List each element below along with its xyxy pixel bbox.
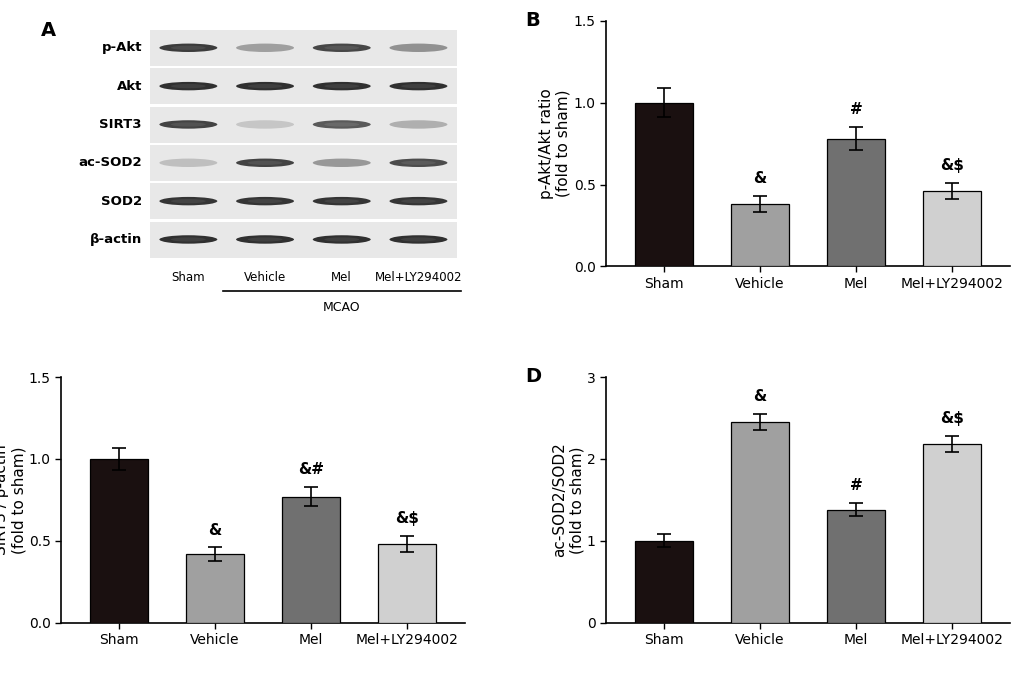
Ellipse shape bbox=[248, 161, 282, 165]
Ellipse shape bbox=[159, 197, 217, 206]
Bar bbox=[731, 204, 788, 266]
Y-axis label: SIRT3 / β-actin
(fold to sham): SIRT3 / β-actin (fold to sham) bbox=[0, 444, 25, 555]
Text: &#: &# bbox=[298, 462, 324, 477]
Text: p-Akt: p-Akt bbox=[101, 42, 142, 54]
Ellipse shape bbox=[389, 197, 447, 206]
Bar bbox=[378, 544, 435, 623]
Bar bbox=[635, 541, 692, 623]
Text: A: A bbox=[41, 21, 56, 39]
Text: Sham: Sham bbox=[171, 271, 205, 284]
Text: ac-SOD2: ac-SOD2 bbox=[78, 156, 142, 170]
Text: D: D bbox=[525, 367, 541, 386]
Text: #: # bbox=[849, 102, 861, 118]
Ellipse shape bbox=[313, 197, 370, 206]
Ellipse shape bbox=[171, 122, 206, 127]
Ellipse shape bbox=[324, 84, 359, 88]
Ellipse shape bbox=[159, 158, 217, 167]
Text: Mel: Mel bbox=[331, 271, 352, 284]
Text: &$: &$ bbox=[395, 511, 419, 526]
Ellipse shape bbox=[248, 237, 282, 242]
Ellipse shape bbox=[159, 44, 217, 52]
Bar bbox=[731, 422, 788, 623]
Y-axis label: ac-SOD2/SOD2
(fold to sham): ac-SOD2/SOD2 (fold to sham) bbox=[551, 443, 584, 557]
Text: &: & bbox=[753, 171, 766, 186]
Ellipse shape bbox=[389, 158, 447, 167]
Ellipse shape bbox=[324, 46, 359, 50]
Bar bbox=[826, 138, 884, 266]
Ellipse shape bbox=[235, 158, 293, 167]
Ellipse shape bbox=[248, 199, 282, 203]
Ellipse shape bbox=[400, 199, 435, 203]
Ellipse shape bbox=[313, 44, 370, 52]
Y-axis label: p-Akt/Akt ratio
(fold to sham): p-Akt/Akt ratio (fold to sham) bbox=[538, 89, 571, 199]
Ellipse shape bbox=[171, 199, 206, 203]
Ellipse shape bbox=[389, 82, 447, 91]
Bar bbox=[635, 102, 692, 266]
Ellipse shape bbox=[313, 158, 370, 167]
Ellipse shape bbox=[324, 122, 359, 127]
Ellipse shape bbox=[313, 235, 370, 244]
Bar bbox=[826, 510, 884, 623]
Ellipse shape bbox=[248, 84, 282, 88]
Ellipse shape bbox=[400, 161, 435, 165]
Ellipse shape bbox=[235, 197, 293, 206]
Text: Vehicle: Vehicle bbox=[244, 271, 286, 284]
Ellipse shape bbox=[324, 199, 359, 203]
Ellipse shape bbox=[235, 82, 293, 91]
Ellipse shape bbox=[171, 84, 206, 88]
Ellipse shape bbox=[324, 237, 359, 242]
Text: MCAO: MCAO bbox=[323, 301, 360, 314]
Text: Mel+LY294002: Mel+LY294002 bbox=[374, 271, 462, 284]
Text: Akt: Akt bbox=[116, 80, 142, 93]
Text: B: B bbox=[525, 11, 540, 30]
Ellipse shape bbox=[159, 120, 217, 129]
Ellipse shape bbox=[171, 237, 206, 242]
Ellipse shape bbox=[235, 44, 293, 52]
Ellipse shape bbox=[235, 120, 293, 129]
Ellipse shape bbox=[159, 82, 217, 91]
Ellipse shape bbox=[159, 235, 217, 244]
Ellipse shape bbox=[389, 44, 447, 52]
Bar bbox=[185, 554, 244, 623]
Text: β-actin: β-actin bbox=[90, 233, 142, 246]
Text: &: & bbox=[753, 389, 766, 404]
Ellipse shape bbox=[400, 84, 435, 88]
Text: &$: &$ bbox=[940, 411, 963, 426]
Bar bbox=[282, 497, 339, 623]
Ellipse shape bbox=[313, 120, 370, 129]
Ellipse shape bbox=[171, 46, 206, 50]
Ellipse shape bbox=[313, 82, 370, 91]
Bar bbox=[922, 444, 980, 623]
Text: SIRT3: SIRT3 bbox=[99, 118, 142, 131]
Bar bbox=[922, 191, 980, 266]
Ellipse shape bbox=[389, 120, 447, 129]
Ellipse shape bbox=[235, 235, 293, 244]
Ellipse shape bbox=[400, 237, 435, 242]
Text: &$: &$ bbox=[940, 158, 963, 173]
Bar bbox=[90, 459, 148, 623]
Ellipse shape bbox=[389, 235, 447, 244]
Text: #: # bbox=[849, 478, 861, 493]
Text: &: & bbox=[208, 522, 221, 538]
Text: SOD2: SOD2 bbox=[101, 194, 142, 208]
